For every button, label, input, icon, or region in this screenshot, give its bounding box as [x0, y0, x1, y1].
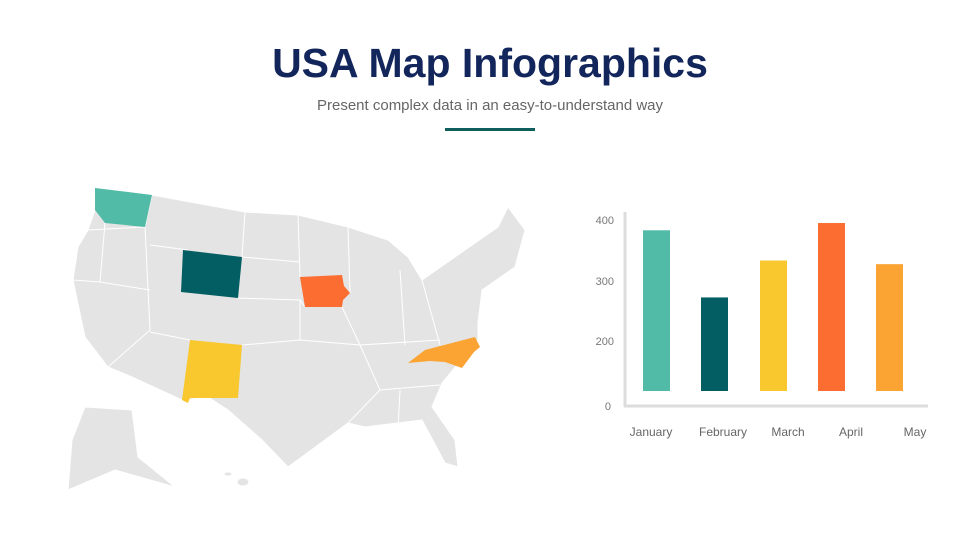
bar-may	[876, 264, 903, 391]
x-tick-label: March	[771, 425, 804, 439]
page-title: USA Map Infographics	[272, 40, 708, 86]
map-hawaii-islands	[223, 471, 233, 477]
map-contiguous-us	[72, 187, 526, 468]
page-subtitle: Present complex data in an easy-to-under…	[316, 97, 664, 114]
bar-chart: 0 200 300 400 January February March April M…	[596, 212, 928, 439]
bar-january	[643, 230, 670, 391]
state-iowa[interactable]	[300, 275, 350, 307]
title-divider	[445, 128, 535, 131]
y-tick-label: 200	[596, 336, 614, 348]
bar-march	[760, 260, 787, 391]
map-hawaii	[236, 477, 250, 487]
state-north-carolina[interactable]	[408, 337, 480, 368]
x-tick-label: February	[699, 425, 747, 439]
x-tick-label: April	[839, 425, 863, 439]
map-alaska	[67, 406, 176, 491]
bar-april	[818, 223, 845, 391]
state-wyoming[interactable]	[181, 250, 242, 298]
state-new-mexico[interactable]	[182, 340, 242, 403]
x-tick-label: May	[904, 425, 927, 439]
y-tick-label: 0	[605, 401, 611, 413]
y-tick-label: 400	[596, 215, 614, 227]
y-tick-label: 300	[596, 276, 614, 288]
bar-february	[701, 297, 728, 391]
x-tick-label: January	[630, 425, 673, 439]
state-washington[interactable]	[95, 188, 152, 227]
